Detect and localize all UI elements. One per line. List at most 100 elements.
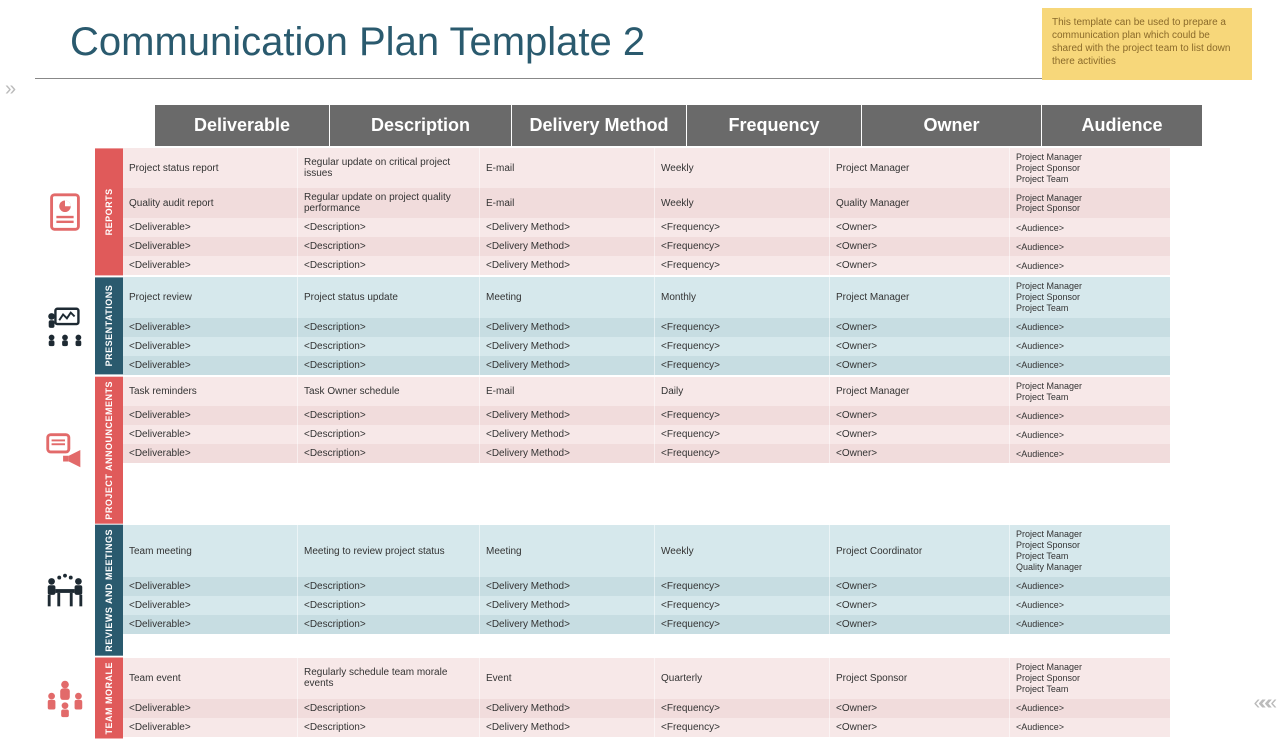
- morale-icon: [35, 658, 95, 739]
- cell-description: Meeting to review project status: [298, 525, 480, 576]
- cell-deliverable: Task reminders: [123, 377, 298, 407]
- cell-owner: <Owner>: [830, 406, 1010, 425]
- cell-frequency: <Frequency>: [655, 218, 830, 237]
- table-row: <Deliverable><Description><Delivery Meth…: [123, 337, 1170, 356]
- cell-method: <Delivery Method>: [480, 406, 655, 425]
- table-row: <Deliverable><Description><Delivery Meth…: [123, 237, 1170, 256]
- cell-frequency: Daily: [655, 377, 830, 407]
- cell-audience: <Audience>: [1010, 615, 1170, 634]
- cell-owner: <Owner>: [830, 577, 1010, 596]
- table-row: <Deliverable><Description><Delivery Meth…: [123, 318, 1170, 337]
- table-row: <Deliverable><Description><Delivery Meth…: [123, 256, 1170, 275]
- cell-method: Event: [480, 658, 655, 698]
- table-row: Team eventRegularly schedule team morale…: [123, 658, 1170, 698]
- cell-frequency: <Frequency>: [655, 444, 830, 463]
- cell-frequency: Weekly: [655, 188, 830, 218]
- cell-deliverable: Quality audit report: [123, 188, 298, 218]
- cell-frequency: <Frequency>: [655, 718, 830, 737]
- cell-frequency: Quarterly: [655, 658, 830, 698]
- cell-owner: <Owner>: [830, 356, 1010, 375]
- col-header-method: Delivery Method: [512, 105, 687, 146]
- cell-description: <Description>: [298, 596, 480, 615]
- cell-frequency: <Frequency>: [655, 699, 830, 718]
- table-row: Task remindersTask Owner scheduleE-mailD…: [123, 377, 1170, 407]
- cell-audience: Project ManagerProject Team: [1010, 377, 1170, 407]
- cell-deliverable: <Deliverable>: [123, 699, 298, 718]
- cell-deliverable: <Deliverable>: [123, 218, 298, 237]
- table-row: <Deliverable><Description><Delivery Meth…: [123, 356, 1170, 375]
- cell-description: <Description>: [298, 444, 480, 463]
- cell-description: <Description>: [298, 256, 480, 275]
- cell-owner: Project Coordinator: [830, 525, 1010, 576]
- cell-method: <Delivery Method>: [480, 425, 655, 444]
- cell-frequency: <Frequency>: [655, 256, 830, 275]
- cell-deliverable: Team meeting: [123, 525, 298, 576]
- table-header: Deliverable Description Delivery Method …: [155, 105, 1245, 146]
- cell-frequency: <Frequency>: [655, 406, 830, 425]
- table-row: <Deliverable><Description><Delivery Meth…: [123, 718, 1170, 737]
- cell-owner: <Owner>: [830, 256, 1010, 275]
- cell-deliverable: <Deliverable>: [123, 596, 298, 615]
- cell-deliverable: Project status report: [123, 148, 298, 188]
- sticky-note: This template can be used to prepare a c…: [1042, 8, 1252, 80]
- cell-method: <Delivery Method>: [480, 318, 655, 337]
- cell-deliverable: <Deliverable>: [123, 237, 298, 256]
- cell-frequency: <Frequency>: [655, 337, 830, 356]
- cell-owner: Project Manager: [830, 377, 1010, 407]
- cell-description: <Description>: [298, 337, 480, 356]
- section-body: Team meetingMeeting to review project st…: [123, 525, 1170, 656]
- cell-audience: <Audience>: [1010, 425, 1170, 444]
- col-header-description: Description: [330, 105, 512, 146]
- section-body: Team eventRegularly schedule team morale…: [123, 658, 1170, 739]
- cell-description: <Description>: [298, 406, 480, 425]
- cell-audience: <Audience>: [1010, 218, 1170, 237]
- section-label-reports: REPORTS: [95, 148, 123, 275]
- cell-audience: Project ManagerProject SponsorProject Te…: [1010, 525, 1170, 576]
- communication-plan: Deliverable Description Delivery Method …: [35, 105, 1245, 739]
- cell-owner: Project Manager: [830, 148, 1010, 188]
- section-label-reviews: REVIEWS AND MEETINGS: [95, 525, 123, 656]
- cell-deliverable: <Deliverable>: [123, 256, 298, 275]
- col-header-frequency: Frequency: [687, 105, 862, 146]
- chevron-right-icon: «««: [1254, 692, 1272, 715]
- cell-owner: <Owner>: [830, 615, 1010, 634]
- cell-frequency: <Frequency>: [655, 237, 830, 256]
- section-announcements: PROJECT ANNOUNCEMENTSTask remindersTask …: [35, 377, 1245, 524]
- cell-audience: <Audience>: [1010, 596, 1170, 615]
- table-row: <Deliverable><Description><Delivery Meth…: [123, 406, 1170, 425]
- cell-description: <Description>: [298, 699, 480, 718]
- table-row: <Deliverable><Description><Delivery Meth…: [123, 699, 1170, 718]
- cell-description: Project status update: [298, 277, 480, 317]
- cell-method: <Delivery Method>: [480, 218, 655, 237]
- cell-owner: Project Sponsor: [830, 658, 1010, 698]
- cell-method: <Delivery Method>: [480, 596, 655, 615]
- cell-method: <Delivery Method>: [480, 615, 655, 634]
- cell-method: E-mail: [480, 188, 655, 218]
- cell-audience: <Audience>: [1010, 356, 1170, 375]
- announcement-icon: [35, 377, 95, 524]
- cell-audience: <Audience>: [1010, 237, 1170, 256]
- cell-audience: <Audience>: [1010, 256, 1170, 275]
- cell-deliverable: <Deliverable>: [123, 577, 298, 596]
- cell-method: <Delivery Method>: [480, 237, 655, 256]
- cell-deliverable: <Deliverable>: [123, 337, 298, 356]
- cell-description: <Description>: [298, 577, 480, 596]
- cell-method: <Delivery Method>: [480, 577, 655, 596]
- cell-frequency: <Frequency>: [655, 425, 830, 444]
- cell-owner: <Owner>: [830, 699, 1010, 718]
- section-reviews: REVIEWS AND MEETINGSTeam meetingMeeting …: [35, 525, 1245, 656]
- table-row: <Deliverable><Description><Delivery Meth…: [123, 615, 1170, 634]
- table-row: <Deliverable><Description><Delivery Meth…: [123, 596, 1170, 615]
- section-body: Project reviewProject status updateMeeti…: [123, 277, 1170, 374]
- cell-deliverable: Project review: [123, 277, 298, 317]
- col-header-audience: Audience: [1042, 105, 1202, 146]
- cell-method: Meeting: [480, 277, 655, 317]
- cell-deliverable: <Deliverable>: [123, 718, 298, 737]
- section-presentations: PRESENTATIONSProject reviewProject statu…: [35, 277, 1245, 374]
- section-reports: REPORTSProject status reportRegular upda…: [35, 148, 1245, 275]
- col-header-owner: Owner: [862, 105, 1042, 146]
- cell-deliverable: <Deliverable>: [123, 356, 298, 375]
- cell-description: <Description>: [298, 356, 480, 375]
- chevron-left-icon: »: [5, 78, 11, 101]
- cell-owner: <Owner>: [830, 444, 1010, 463]
